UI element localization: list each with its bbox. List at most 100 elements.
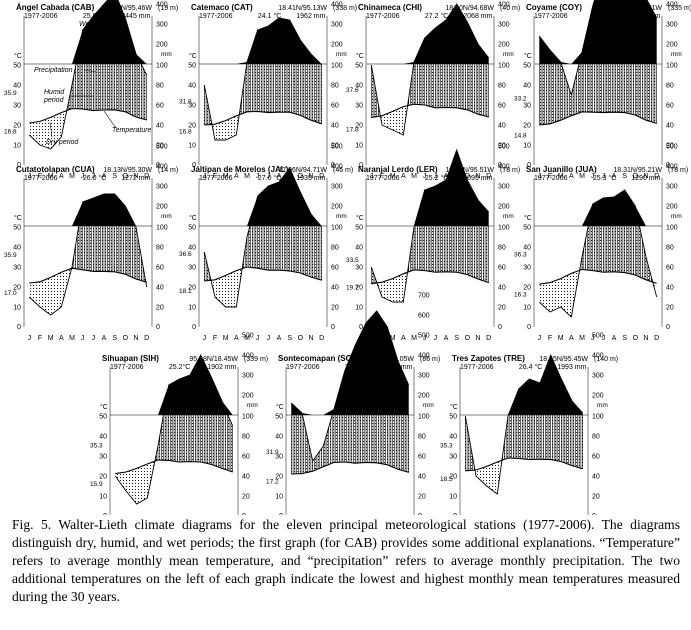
climate-diagram-figure: Ángel Cabada (CAB) 18.63N/95.46W (19 m) 197… [4,0,691,515]
month-label: D [486,335,491,342]
month-label: S [112,173,117,180]
station-title: Coyame (COY) [526,3,582,12]
month-label: J [28,173,32,180]
month-label: J [591,173,595,180]
temp-tick-label: 0 [359,324,363,331]
temp-axis-label: °C [189,52,197,60]
temp-tick-label: 30 [449,454,457,461]
precipitation-line [538,189,658,318]
temp-tick-label: 30 [355,103,363,110]
month-label: J [267,335,271,342]
station-chart-cat: Catemaco (CAT) 18.41N/95.13W (338 m) 1977-2… [179,2,357,181]
month-label: O [465,173,471,180]
month-label: F [213,173,217,180]
temperature-line [539,111,657,126]
abs-max-temp: 31.9 [266,449,279,456]
station-elevation: (40 m) [500,5,520,12]
month-label: O [123,173,129,180]
precip-tick-label: 100 [498,63,510,70]
precip-tick-label: 80 [331,83,339,90]
temp-tick-label: 30 [188,265,196,272]
temp-tick-label: 20 [188,285,196,292]
precip-tick-label: 20 [666,305,674,312]
station-mean-temp: 27.2 °C [425,12,448,20]
month-label: M [69,173,75,180]
temp-tick-label: 40 [13,83,21,90]
station-coords: 95.18N/18.45W [189,356,238,363]
temperature-line [29,267,147,284]
temp-axis-label: °C [189,214,197,222]
precip-tick-label: 400 [331,164,343,171]
abs-max-temp: 37.6 [346,87,359,94]
temp-tick-label: 10 [188,305,196,312]
precip-tick-label: 20 [592,494,600,501]
precip-tick-label: 60 [242,454,250,461]
precip-tick-label: 300 [498,22,510,29]
annotation-temperature: Temperature [112,127,152,134]
temp-tick-label: 50 [449,414,457,421]
month-label: O [633,335,639,342]
abs-max-temp: 35.3 [90,442,103,449]
month-label: M [411,335,417,342]
month-label: A [401,173,406,180]
precip-axis-label: mm [161,51,172,58]
temp-axis-label: °C [524,214,532,222]
temp-axis-label: °C [276,403,284,411]
month-label: S [287,335,292,342]
month-label: F [380,173,384,180]
precip-tick-label: 500 [418,333,430,340]
month-label: A [59,173,64,180]
precip-tick-label: 100 [418,414,430,421]
precip-tick-label: 200 [331,204,343,211]
temp-tick-label: 50 [13,63,21,70]
precip-axis-label: mm [161,213,172,220]
temp-tick-label: 50 [188,63,196,70]
temp-tick-label: 40 [449,434,457,441]
station-elevation: (78 m) [668,167,688,174]
precip-tick-label: 300 [242,373,254,380]
station-chart-coy: Coyame (COY)18.43N/95.01W(335 m)1977-200… [514,0,691,180]
station-mean-temp: 26.4 °C [519,363,542,371]
temp-tick-label: 30 [13,103,21,110]
station-elevation: (338 m) [333,5,357,12]
month-label: A [444,173,449,180]
temp-tick-label: 20 [355,285,363,292]
station-title: Sontecomapan (SON) [278,354,361,363]
station-chart-cab: Ángel Cabada (CAB) 18.63N/95.46W (19 m) 197… [4,0,178,180]
abs-max-temp: 35.9 [4,252,17,259]
month-label: A [569,173,574,180]
month-label: F [38,335,42,342]
month-label: N [475,173,480,180]
station-mean-temp: 27.0 °C [258,174,281,182]
precip-tick-label: 0 [156,162,160,169]
month-label: J [267,173,271,180]
station-coords: 18.31N/95.21W [613,167,662,174]
precip-tick-label: 300 [331,184,343,191]
month-label: J [370,173,374,180]
precip-tick-label: 100 [666,63,678,70]
month-label: O [465,335,471,342]
temperature-line [115,459,233,475]
precip-tick-label: 40 [592,474,600,481]
temp-tick-label: 50 [355,63,363,70]
temp-tick-label: 0 [527,162,531,169]
precip-tick-label: 700 [418,293,430,300]
precip-tick-label: 100 [498,225,510,232]
month-label: F [548,335,552,342]
precipitation-line [290,310,410,463]
temp-tick-label: 20 [355,123,363,130]
temp-tick-label: 0 [453,513,457,515]
precip-tick-label: 40 [498,123,506,130]
month-label: S [112,335,117,342]
month-label: S [622,173,627,180]
precip-tick-label: 300 [592,373,604,380]
station-elevation: (86 m) [420,356,440,363]
precip-tick-label: 200 [498,42,510,49]
dry-period-area [291,311,409,474]
temp-axis-label: °C [524,52,532,60]
station-chart-cua: Cutatotolapan (CUA) 18.13N/95.30W (14 m) 19… [4,144,178,343]
temp-tick-label: 10 [449,494,457,501]
temp-tick-label: 10 [355,305,363,312]
abs-max-temp: 33.5 [346,257,359,264]
temp-tick-label: 0 [192,162,196,169]
